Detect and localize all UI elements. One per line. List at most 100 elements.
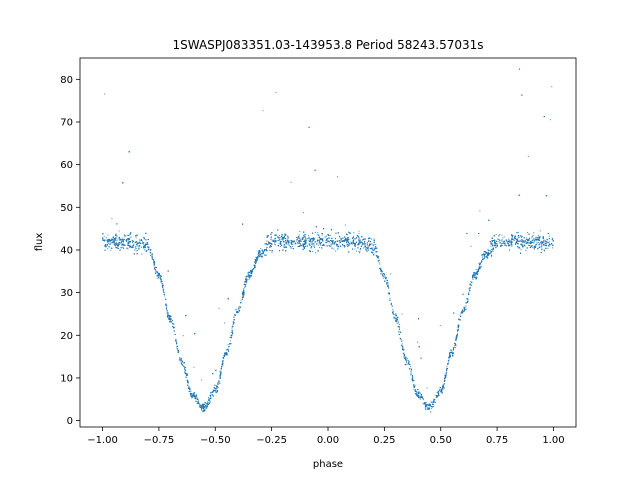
data-point xyxy=(534,245,536,247)
data-point xyxy=(161,281,163,283)
data-point xyxy=(125,235,127,237)
data-point xyxy=(372,247,374,249)
data-point xyxy=(446,371,448,373)
data-point xyxy=(301,245,303,247)
data-point xyxy=(458,325,460,327)
data-point xyxy=(204,408,206,410)
data-point xyxy=(300,240,302,242)
data-point xyxy=(328,240,330,242)
data-point xyxy=(338,239,340,241)
data-point xyxy=(308,240,310,242)
data-point xyxy=(123,239,125,241)
data-point xyxy=(397,320,399,322)
data-point xyxy=(227,346,229,348)
data-point xyxy=(244,286,246,288)
data-point xyxy=(446,366,448,368)
data-point xyxy=(511,245,513,247)
data-point xyxy=(314,247,316,249)
data-point xyxy=(115,242,117,244)
data-point xyxy=(266,240,268,242)
data-point xyxy=(118,230,120,232)
data-point xyxy=(478,265,480,267)
chart-title: 1SWASPJ083351.03-143953.8 Period 58243.5… xyxy=(172,38,483,52)
data-point xyxy=(161,281,163,283)
data-point xyxy=(392,308,394,310)
data-point xyxy=(517,231,519,233)
data-point xyxy=(299,241,301,243)
data-point xyxy=(336,245,338,247)
data-point xyxy=(140,246,142,248)
data-point xyxy=(216,391,218,393)
data-point xyxy=(402,349,404,351)
data-point xyxy=(517,235,519,237)
data-point xyxy=(508,238,510,240)
data-point xyxy=(195,395,197,397)
data-point xyxy=(485,252,487,254)
data-point xyxy=(379,263,381,265)
data-point xyxy=(490,251,492,253)
data-point xyxy=(121,244,123,246)
data-point xyxy=(358,230,360,232)
data-point xyxy=(221,361,223,363)
data-point xyxy=(340,240,342,242)
data-point xyxy=(537,241,539,243)
data-point xyxy=(248,279,250,281)
data-point xyxy=(292,245,294,247)
data-point xyxy=(127,248,129,250)
data-point xyxy=(351,242,353,244)
data-point xyxy=(437,395,439,397)
data-point xyxy=(518,247,520,249)
data-point xyxy=(357,243,359,245)
data-point xyxy=(387,285,389,287)
data-point xyxy=(322,240,324,242)
data-point xyxy=(175,340,177,342)
data-point xyxy=(531,237,533,239)
data-point xyxy=(126,241,128,243)
data-point xyxy=(151,256,153,258)
data-point xyxy=(493,240,495,242)
data-point xyxy=(267,240,269,242)
data-point xyxy=(441,387,443,389)
data-point xyxy=(481,259,483,261)
data-point xyxy=(203,408,205,410)
data-point xyxy=(414,385,416,387)
data-point xyxy=(325,235,327,237)
data-point xyxy=(500,240,502,242)
data-point xyxy=(483,257,485,259)
data-point xyxy=(259,250,261,252)
data-point xyxy=(404,357,406,359)
data-point xyxy=(552,238,554,240)
data-point xyxy=(536,240,538,242)
data-point xyxy=(443,387,445,389)
data-point xyxy=(208,397,209,399)
data-point xyxy=(357,236,359,238)
data-point xyxy=(182,362,184,364)
data-point xyxy=(518,240,520,242)
data-point xyxy=(512,234,514,236)
data-point xyxy=(479,210,481,212)
data-point xyxy=(548,235,550,237)
data-point xyxy=(390,273,392,275)
data-point xyxy=(168,314,170,316)
data-point xyxy=(155,270,157,272)
data-point xyxy=(274,238,276,240)
data-point xyxy=(374,248,376,250)
data-point xyxy=(296,237,298,239)
data-point xyxy=(203,408,205,410)
data-point xyxy=(190,390,192,392)
data-point xyxy=(281,234,283,236)
data-point xyxy=(217,386,219,388)
data-point xyxy=(356,250,358,252)
data-point xyxy=(351,243,353,245)
data-point xyxy=(156,275,158,277)
data-point xyxy=(162,290,164,292)
data-point xyxy=(138,247,140,249)
data-point xyxy=(359,242,361,244)
data-point xyxy=(294,243,296,245)
data-point xyxy=(274,242,276,244)
data-point xyxy=(511,234,513,236)
data-point xyxy=(446,369,448,371)
data-point xyxy=(439,324,441,326)
data-point xyxy=(378,257,380,259)
data-point xyxy=(407,358,409,360)
